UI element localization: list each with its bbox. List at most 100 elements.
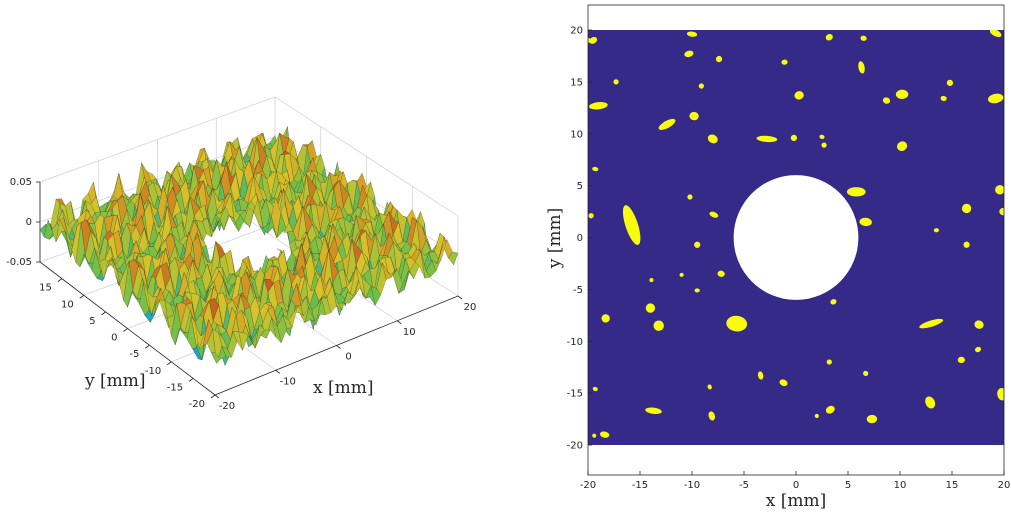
blob	[709, 211, 719, 218]
blob	[592, 166, 599, 172]
blob	[974, 320, 984, 329]
blob	[895, 89, 909, 100]
blob-layer	[588, 30, 1004, 438]
blob	[689, 111, 699, 121]
blob	[946, 79, 954, 87]
surface-patch	[253, 198, 264, 229]
blob	[707, 134, 718, 144]
blob	[987, 93, 1004, 104]
blob	[589, 36, 598, 44]
blob	[794, 91, 804, 100]
blob	[757, 371, 764, 380]
y-tick-3d	[123, 328, 128, 332]
blob	[957, 356, 965, 364]
y-tick-label: 5	[577, 181, 583, 192]
z-tick-label-3d: -0.05	[6, 257, 32, 268]
x-tick-label: 15	[946, 480, 959, 491]
x-axis-label-3d: x [mm]	[313, 378, 374, 398]
blob	[919, 318, 944, 329]
blob	[679, 272, 684, 277]
y-tick-label-3d: 0	[111, 333, 117, 344]
blob	[653, 320, 664, 331]
x-tick-label: 20	[998, 480, 1011, 491]
blob	[819, 134, 825, 139]
blob	[684, 50, 694, 58]
x-tick-label-3d: -20	[219, 401, 235, 412]
blob	[830, 299, 837, 305]
blob	[687, 194, 693, 200]
surface-plot-3d: -20 -10 0 10 20 -20 -15 -10 -5 0 5 10 15 -0.05 0 0.05 y…	[6, 96, 477, 412]
y-tick-label: -20	[567, 441, 583, 452]
blob	[866, 414, 878, 424]
x-tick-label-3d: -10	[280, 376, 296, 387]
x-tick-3d	[397, 320, 402, 325]
blob	[989, 30, 1002, 38]
y-tick-label-3d: -10	[145, 366, 161, 377]
blob	[589, 101, 608, 110]
y-tick-label-3d: 10	[61, 299, 74, 310]
blob	[859, 217, 872, 227]
blob	[715, 55, 723, 63]
y-tick-label-3d: -15	[167, 382, 183, 393]
x-tick-label: -20	[580, 480, 596, 491]
blob	[925, 396, 936, 409]
blob	[814, 413, 819, 419]
blob	[825, 405, 835, 414]
blob	[694, 288, 700, 293]
heatmap-plot: -20 -15 -10 -5 0 5 10 15 20 -20 -15 -10 -5 0 5 10 15 20 x…	[545, 4, 1011, 511]
blob	[708, 411, 716, 421]
blob	[592, 433, 597, 438]
surface-patch	[210, 351, 221, 364]
blob	[698, 83, 704, 89]
y-tick-label: 0	[577, 233, 583, 244]
blob	[686, 31, 698, 37]
blob	[658, 118, 676, 130]
y-tick-3d	[145, 344, 150, 349]
y-tick-label: -5	[573, 285, 583, 296]
blob	[649, 277, 654, 283]
x-tick-3d	[275, 369, 280, 374]
x-tick-label: 5	[845, 480, 851, 491]
blob	[588, 213, 594, 219]
z-tick-label-3d: 0	[26, 217, 32, 228]
blob	[756, 135, 778, 143]
y-tick-label-3d: 5	[89, 316, 95, 327]
blob	[645, 407, 662, 415]
blob	[726, 315, 748, 332]
blob	[601, 314, 610, 323]
axis-ticks-2d: -20 -15 -10 -5 0 5 10 15 20 -20 -15 -10 -5 0 5 10 15 20	[567, 26, 1011, 492]
z-tick-label-3d: 0.05	[10, 177, 32, 188]
blob	[863, 370, 869, 377]
y-tick-label: -10	[567, 337, 583, 348]
blob	[622, 205, 641, 245]
y-tick-3d	[210, 394, 216, 399]
blob	[779, 379, 788, 387]
surface-mesh	[39, 126, 459, 366]
blob	[613, 79, 619, 85]
x-tick-label-3d: 20	[464, 302, 477, 313]
y-tick-3d	[101, 311, 106, 316]
y-axis-label-2d: y [mm]	[545, 208, 565, 270]
x-tick-label-3d: 10	[403, 327, 416, 338]
surface-patch	[223, 215, 234, 231]
blob	[963, 241, 970, 248]
y-tick-3d	[188, 378, 194, 382]
x-tick-label: 10	[894, 480, 907, 491]
blob	[717, 270, 725, 277]
blob	[896, 141, 908, 151]
blob	[826, 359, 832, 365]
blob	[825, 34, 833, 41]
y-tick-label: 20	[570, 26, 583, 37]
surface-patch	[244, 207, 254, 228]
blob	[707, 384, 712, 390]
blob	[933, 228, 939, 233]
y-tick-label-3d: -5	[129, 349, 139, 360]
blob	[961, 203, 972, 214]
y-tick-3d	[57, 278, 63, 282]
x-tick-label-3d: 0	[345, 352, 351, 363]
x-tick-3d	[214, 394, 220, 399]
blob	[790, 134, 798, 142]
blob	[882, 97, 891, 104]
blob	[974, 346, 982, 353]
